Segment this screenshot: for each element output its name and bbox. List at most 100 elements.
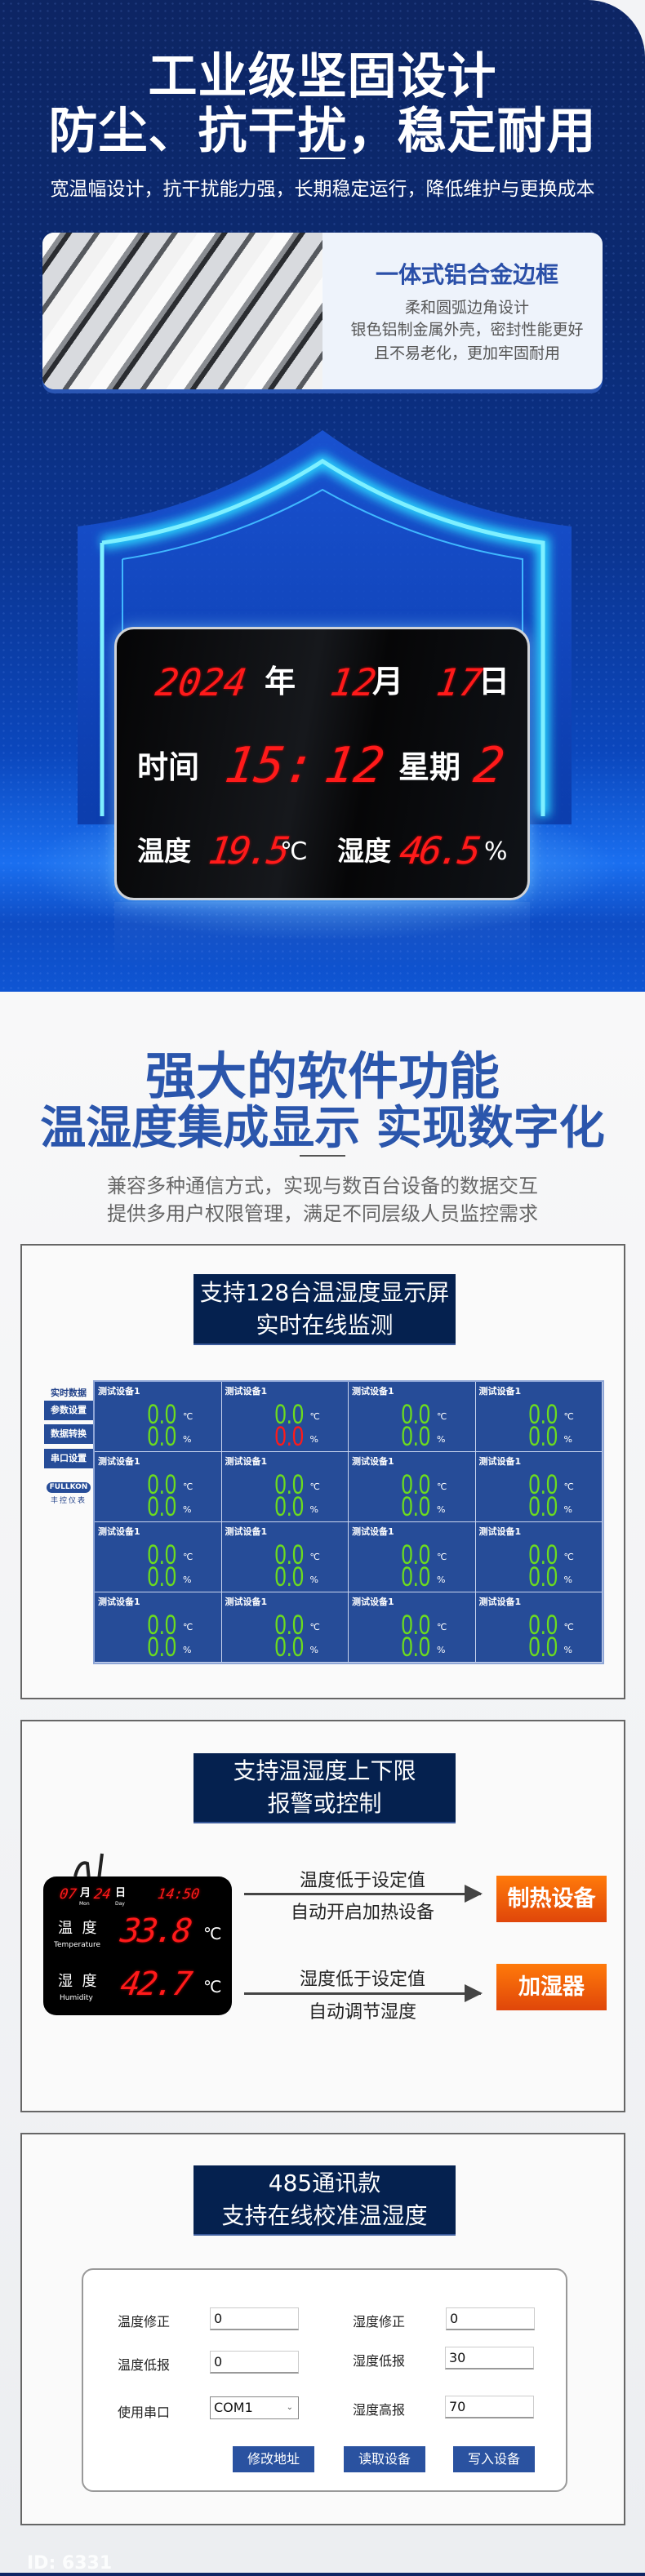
time-label: 时间 (137, 749, 200, 785)
device-name: 测试设备1 (352, 1456, 394, 1467)
percent-unit: % (437, 1645, 446, 1655)
alarm-feature-box: 支持温湿度上下限 报警或控制 07 月 Mon 24 日 Day 14:50 温… (20, 1720, 625, 2112)
percent-unit: % (309, 1434, 318, 1445)
hum-low-label: 湿度低报 (353, 2353, 406, 2369)
percent-unit: % (309, 1504, 318, 1515)
serial-port-label: 使用串口 (118, 2405, 171, 2420)
temp-low-input[interactable]: 0 (210, 2351, 299, 2374)
card-title: 一体式铝合金边框 (375, 261, 558, 288)
percent-unit: % (437, 1434, 446, 1445)
device-cell[interactable]: 测试设备1 0.0 ℃ 0.0% (95, 1452, 222, 1522)
humidity-reading: 0.0 (147, 1491, 176, 1522)
celsius-unit: ℃ (309, 1411, 320, 1422)
hum-high-label: 湿度高报 (353, 2402, 406, 2418)
humidity-reading: 0.0 (147, 1632, 176, 1663)
device-cell[interactable]: 测试设备1 0.0 ℃ 0.0% (349, 1592, 476, 1663)
humidity-reading: 0.0 (401, 1491, 430, 1522)
temperature-reading: 0.0 (528, 1399, 558, 1430)
banner-line2: 实时在线监测 (256, 1311, 394, 1339)
device-name: 测试设备1 (98, 1456, 140, 1467)
serial-port-select[interactable]: COM1 ⌄ (210, 2396, 299, 2419)
device-cell[interactable]: 测试设备1 0.0 ℃ 0.0% (95, 1382, 222, 1452)
device-cell[interactable]: 测试设备1 0.0 ℃ 0.0% (221, 1382, 349, 1452)
device-cell[interactable]: 测试设备1 0.0 ℃ 0.0% (349, 1452, 476, 1522)
software-title-line1: 强大的软件功能 (145, 1046, 500, 1106)
hum-offset-label: 湿度修正 (353, 2314, 406, 2330)
percent-unit: % (183, 1645, 192, 1655)
temperature-reading: 0.0 (274, 1539, 304, 1570)
card-line: 银色铝制金属外壳，密封性能更好 (350, 321, 584, 339)
temperature-reading: 0.0 (147, 1610, 176, 1641)
celsius-unit: ℃ (280, 837, 308, 866)
humidity-reading: 0.0 (528, 1421, 558, 1452)
hero-subtitle: 宽温幅设计，抗干扰能力强，长期稳定运行，降低维护与更换成本 (50, 179, 595, 200)
device-cell[interactable]: 测试设备1 0.0 ℃ 0.0% (475, 1452, 603, 1522)
calibration-form: 温度修正 0 湿度修正 0 温度低报 0 湿度低报 30 使用串口 COM1 ⌄… (82, 2268, 567, 2492)
device-cell[interactable]: 测试设备1 0.0 ℃ 0.0% (221, 1452, 349, 1522)
sidebar-item-serial[interactable]: 串口设置 (44, 1449, 93, 1468)
hum-high-input[interactable]: 70 (445, 2396, 534, 2418)
celsius-unit: ℃ (183, 1411, 194, 1422)
bottom-strip (0, 2573, 645, 2576)
celsius-unit: ℃ (563, 1411, 574, 1422)
device-name: 测试设备1 (352, 1597, 394, 1607)
temperature-reading: 0.0 (401, 1399, 430, 1430)
month-value: 12 (327, 660, 380, 704)
percent-unit: % (563, 1645, 572, 1655)
humidifier-badge: 加湿器 (496, 1964, 607, 2010)
device-name: 测试设备1 (225, 1456, 268, 1467)
device-name: 测试设备1 (98, 1597, 140, 1607)
device-cell[interactable]: 测试设备1 0.0 ℃ 0.0% (221, 1522, 349, 1592)
led-display-device: 2024 年 12 月 17 日 时间 15 : 12 星期 2 温度 19.5… (114, 627, 530, 900)
temp-offset-input[interactable]: 0 (210, 2307, 299, 2330)
temperature-reading: 0.0 (147, 1539, 176, 1570)
temperature-reading: 0.0 (528, 1469, 558, 1500)
rule-action: 自动开启加热设备 (290, 1903, 434, 1923)
temperature-reading: 0.0 (401, 1610, 430, 1641)
temperature-value: 19.5 (206, 828, 290, 873)
celsius-unit: ℃ (563, 1622, 574, 1632)
percent-unit: % (563, 1574, 572, 1585)
device-cell[interactable]: 测试设备1 0.0 ℃ 0.0% (349, 1522, 476, 1592)
banner-line1: 支持温湿度上下限 (233, 1757, 416, 1784)
device-name: 测试设备1 (225, 1386, 268, 1397)
sidebar-item-realtime[interactable]: 实时数据 (51, 1388, 87, 1398)
percent-unit: % (309, 1574, 318, 1585)
device-cell[interactable]: 测试设备1 0.0 ℃ 0.0% (475, 1382, 603, 1452)
humidity-reading: 0.0 (274, 1561, 304, 1592)
device-cell[interactable]: 测试设备1 0.0 ℃ 0.0% (95, 1592, 222, 1663)
temperature-reading: 0.0 (528, 1539, 558, 1570)
device-month-en: Mon (79, 1901, 90, 1907)
device-cell[interactable]: 测试设备1 0.0 ℃ 0.0% (475, 1522, 603, 1592)
write-device-button[interactable]: 写入设备 (453, 2446, 535, 2472)
celsius-unit: ℃ (437, 1481, 447, 1492)
calibration-banner: 485通讯款 支持在线校准温湿度 (194, 2165, 456, 2236)
modify-address-button[interactable]: 修改地址 (233, 2446, 314, 2472)
device-cell[interactable]: 测试设备1 0.0 ℃ 0.0% (475, 1592, 603, 1663)
humidity-value: 46.5 (397, 828, 481, 873)
fullkon-logo: FULLKON (47, 1482, 91, 1493)
percent-unit: % (437, 1574, 446, 1585)
arrow-right-icon (244, 1984, 483, 2002)
humidity-reading: 0.0 (528, 1491, 558, 1522)
device-cell[interactable]: 测试设备1 0.0 ℃ 0.0% (95, 1522, 222, 1592)
hum-low-input[interactable]: 30 (445, 2347, 534, 2369)
humidity-reading: 0.0 (401, 1561, 430, 1592)
temperature-reading: 0.0 (274, 1469, 304, 1500)
device-month-unit: 月 (80, 1887, 91, 1899)
temperature-reading: 0.0 (528, 1610, 558, 1641)
percent-unit: % (563, 1504, 572, 1515)
arrow-right-icon (244, 1885, 483, 1903)
hum-offset-input[interactable]: 0 (446, 2307, 535, 2330)
read-device-button[interactable]: 读取设备 (344, 2446, 425, 2472)
percent-unit: % (309, 1645, 318, 1655)
percent-unit: % (563, 1434, 572, 1445)
device-temp-unit: ℃ (203, 1924, 222, 1943)
device-day-en: Day (115, 1901, 125, 1907)
device-cell[interactable]: 测试设备1 0.0 ℃ 0.0% (221, 1592, 349, 1663)
celsius-unit: ℃ (183, 1552, 194, 1562)
sidebar-item-convert[interactable]: 数据转换 (44, 1424, 93, 1444)
device-cell[interactable]: 测试设备1 0.0 ℃ 0.0% (349, 1382, 476, 1452)
year-value: 2024 (153, 660, 250, 704)
sidebar-item-params[interactable]: 参数设置 (44, 1401, 93, 1420)
